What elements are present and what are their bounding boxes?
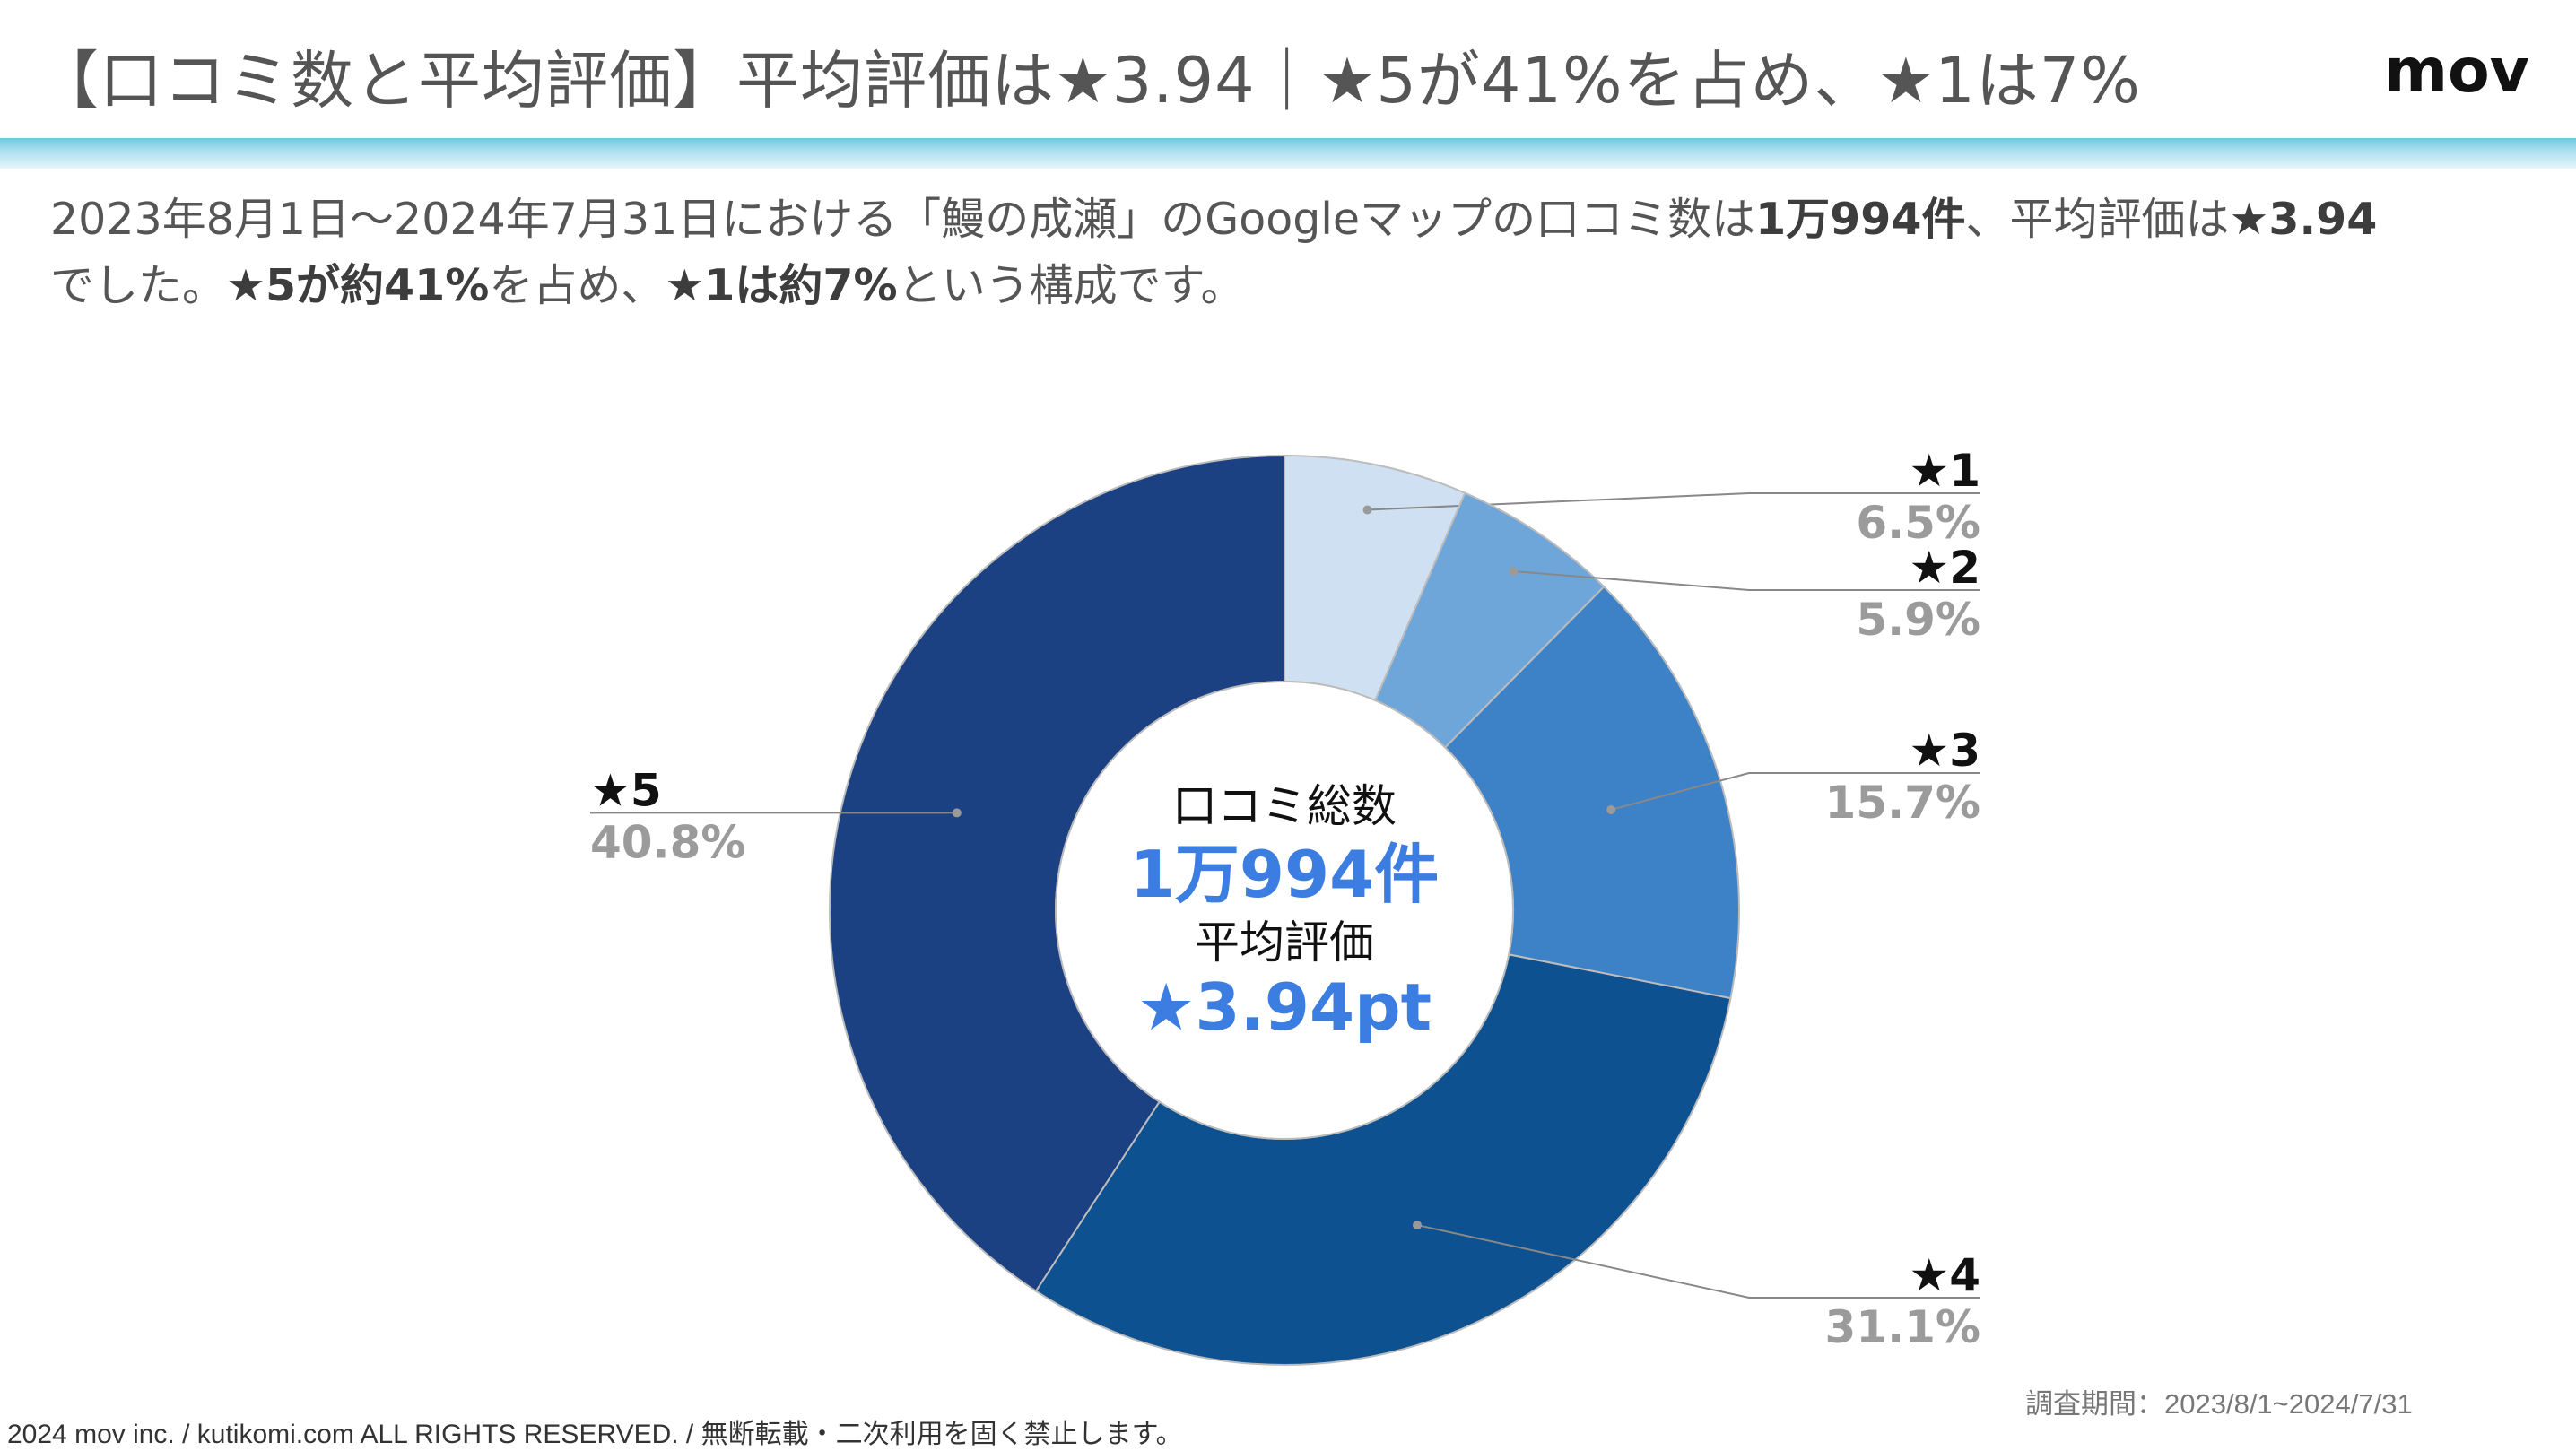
lead-text: 2023年8月1日～2024年7月31日における「鰻の成瀬」のGoogleマップ… [50, 187, 2544, 319]
leader-line-1 [1367, 492, 1980, 511]
value-label-3: 15.7% [1825, 777, 1980, 829]
series-label-2: ★2 [1909, 542, 1980, 594]
series-label-4: ★4 [1909, 1249, 1980, 1301]
leader-dot-2 [1509, 567, 1519, 577]
leader-dot-5 [952, 808, 962, 818]
header-gradient-band [0, 138, 2576, 169]
page-title: 【口コミ数と平均評価】平均評価は★3.94｜★5が41%を占め、★1は7% [36, 44, 2141, 117]
series-label-1: ★1 [1909, 445, 1980, 497]
lead-star5-share: ★5が約41% [226, 260, 490, 311]
leader-dot-3 [1606, 804, 1616, 814]
mov-logo: mov [2384, 36, 2529, 107]
lead-line2-c: を占め、 [489, 260, 666, 311]
value-label-4: 31.1% [1825, 1301, 1980, 1353]
leader-dot-4 [1413, 1221, 1423, 1230]
donut-hole [1055, 681, 1514, 1140]
lead-review-count: 1万994件 [1755, 194, 1966, 245]
header: 【口コミ数と平均評価】平均評価は★3.94｜★5が41%を占め、★1は7% mo… [0, 0, 2576, 138]
lead-average-rating: ★3.94 [2229, 194, 2378, 245]
lead-line2-a: でした。 [50, 260, 227, 311]
center-average-value: ★3.94pt [1137, 969, 1432, 1045]
lead-line2-e: という構成です。 [897, 260, 1245, 311]
center-total-value: 1万994件 [1130, 837, 1439, 912]
leader-line-3 [1610, 772, 1980, 811]
copyright-notice: 2024 mov inc. / kutikomi.com ALL RIGHTS … [7, 1420, 1183, 1449]
value-label-1: 6.5% [1856, 497, 1980, 549]
lead-line1-c: 、平均評価は [1965, 194, 2230, 245]
leader-line-2 [1513, 570, 1980, 591]
value-label-5: 40.8% [590, 816, 745, 868]
value-label-2: 5.9% [1856, 594, 1980, 646]
center-average-label: 平均評価 [1195, 917, 1374, 969]
lead-star1-share: ★1は約7% [665, 260, 898, 311]
center-total-label: 口コミ総数 [1172, 780, 1397, 832]
series-label-5: ★5 [590, 764, 662, 816]
lead-line1-a: 2023年8月1日～2024年7月31日における「鰻の成瀬」のGoogleマップ… [50, 194, 1756, 245]
leader-line-4 [1416, 1224, 1980, 1299]
leader-dot-1 [1362, 505, 1372, 515]
series-label-3: ★3 [1909, 725, 1980, 777]
survey-period: 調査期間：2023/8/1~2024/7/31 [2025, 1388, 2413, 1420]
